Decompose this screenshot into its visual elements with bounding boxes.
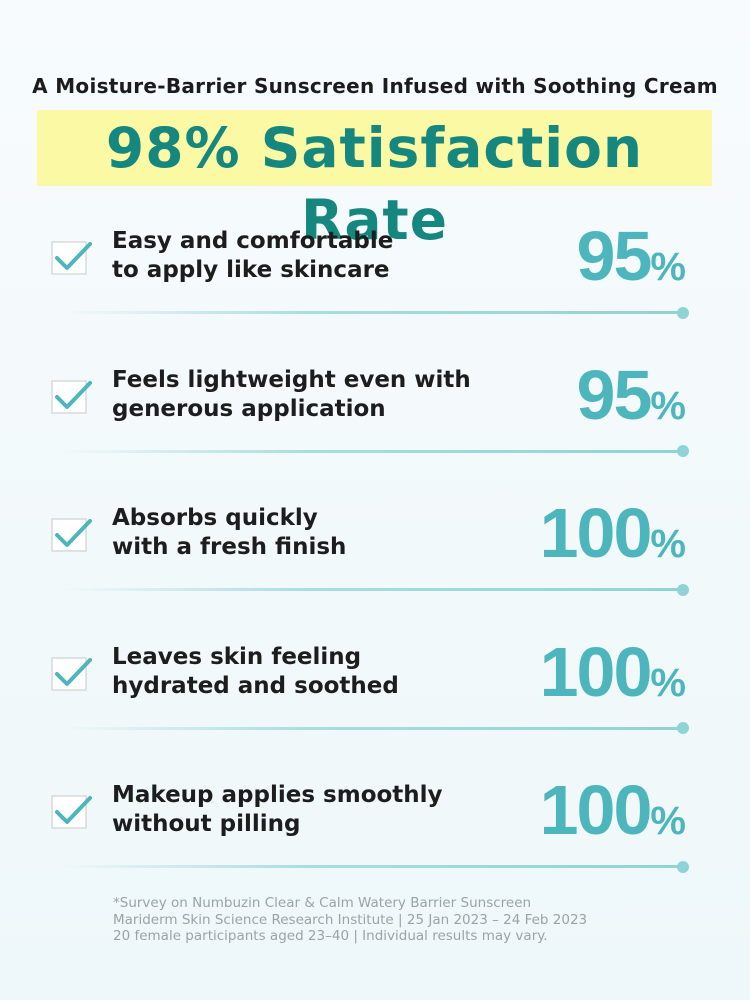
item-text: Easy and comfortable bbox=[112, 228, 394, 254]
percentage-number: 100 bbox=[539, 771, 653, 850]
checkbox bbox=[51, 657, 92, 691]
percentage: 100% bbox=[540, 770, 686, 850]
item-text: to apply like skincare bbox=[112, 257, 390, 283]
checkbox bbox=[51, 518, 92, 552]
checkbox bbox=[51, 795, 92, 830]
percentage-unit: % bbox=[650, 245, 686, 289]
divider-dot bbox=[677, 860, 689, 873]
item-text: Makeup applies smoothly bbox=[112, 782, 443, 809]
check-mark bbox=[55, 242, 92, 270]
divider bbox=[60, 311, 683, 314]
title-banner bbox=[37, 110, 712, 186]
divider bbox=[60, 449, 683, 453]
percentage-unit: % bbox=[650, 660, 686, 705]
title: 98% Satisfaction Rate bbox=[105, 116, 644, 252]
item-text: generous application bbox=[112, 395, 386, 422]
percentage: 95% bbox=[577, 216, 686, 296]
checkbox bbox=[51, 241, 92, 275]
item-text: hydrated and soothed bbox=[112, 672, 399, 699]
check-mark bbox=[55, 380, 92, 409]
footnote: 20 female participants aged 23–40 | Indi… bbox=[113, 928, 548, 944]
divider-dot bbox=[677, 306, 689, 319]
percentage-number: 95 bbox=[576, 355, 653, 434]
divider-dot bbox=[677, 445, 689, 458]
percentage: 100% bbox=[540, 632, 686, 712]
check-mark bbox=[55, 519, 92, 548]
checkbox bbox=[51, 379, 92, 414]
divider-dot bbox=[677, 583, 689, 596]
item-text: with a fresh finish bbox=[112, 534, 347, 561]
item-text: Leaves skin feeling bbox=[112, 643, 362, 670]
footnote: *Survey on Numbuzin Clear & Calm Watery … bbox=[113, 895, 532, 911]
item-text: Feels lightweight even with bbox=[112, 366, 471, 393]
footnote: Mariderm Skin Science Research Institute… bbox=[113, 911, 588, 928]
divider bbox=[60, 726, 683, 730]
percentage-number: 100 bbox=[539, 632, 653, 711]
item-text: without pilling bbox=[112, 811, 301, 838]
percentage-number: 100 bbox=[539, 494, 653, 573]
check-mark bbox=[55, 796, 92, 825]
percentage-unit: % bbox=[650, 522, 686, 567]
percentage: 100% bbox=[540, 493, 686, 573]
percentage: 95% bbox=[577, 355, 686, 435]
percentage-unit: % bbox=[650, 383, 686, 428]
subtitle: A Moisture-Barrier Sunscreen Infused wit… bbox=[32, 74, 718, 98]
check-mark bbox=[55, 657, 92, 686]
percentage-number: 95 bbox=[576, 217, 653, 295]
divider-dot bbox=[677, 722, 689, 735]
divider bbox=[60, 588, 683, 592]
percentage-unit: % bbox=[650, 799, 686, 844]
divider bbox=[60, 865, 683, 869]
item-text: Absorbs quickly bbox=[112, 505, 318, 532]
